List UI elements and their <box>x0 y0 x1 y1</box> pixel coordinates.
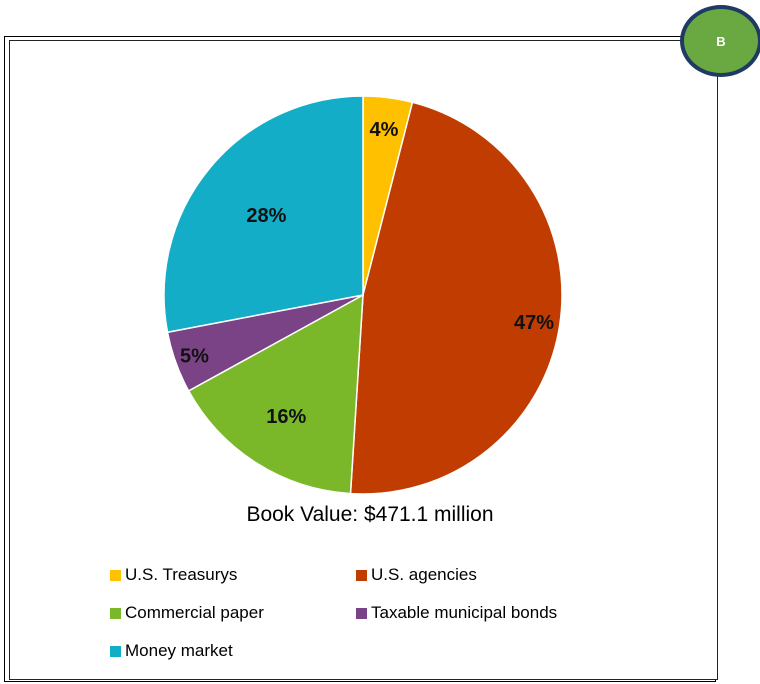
legend-item-us-agencies: U.S. agencies <box>356 565 477 585</box>
legend-label: Money market <box>125 641 233 660</box>
pie-data-label: 28% <box>246 205 286 227</box>
pie-data-label: 16% <box>266 406 306 428</box>
legend-swatch-commercial-paper <box>110 607 121 619</box>
legend-swatch-money-market <box>110 645 121 657</box>
pie-slice-u-s-agencies <box>349 101 563 495</box>
legend-label: Taxable municipal bonds <box>371 603 558 622</box>
chart-subtitle: Book Value: $471.1 million <box>246 503 494 526</box>
pie-slice-money-market <box>163 95 364 334</box>
badge-label: B <box>716 33 726 49</box>
legend-item-taxable-municipal-bonds: Taxable municipal bonds <box>356 603 557 623</box>
legend-label: Commercial paper <box>125 603 264 622</box>
legend-label: U.S. Treasurys <box>125 565 238 584</box>
pie-data-label: 5% <box>180 346 209 368</box>
pie-data-label: 47% <box>514 312 554 334</box>
legend-item-money-market: Money market <box>110 641 233 661</box>
legend-item-commercial-paper: Commercial paper <box>110 603 264 623</box>
badge-b: B <box>680 5 760 77</box>
pie-slice-commercial-paper <box>187 293 364 495</box>
pie-data-label: 4% <box>369 119 398 141</box>
legend-swatch-us-treasurys <box>110 569 121 581</box>
legend-label: U.S. agencies <box>371 565 477 584</box>
legend-swatch-taxable-municipal-bonds <box>356 607 367 619</box>
legend-item-us-treasurys: U.S. Treasurys <box>110 565 237 585</box>
legend-swatch-us-agencies <box>356 569 367 581</box>
